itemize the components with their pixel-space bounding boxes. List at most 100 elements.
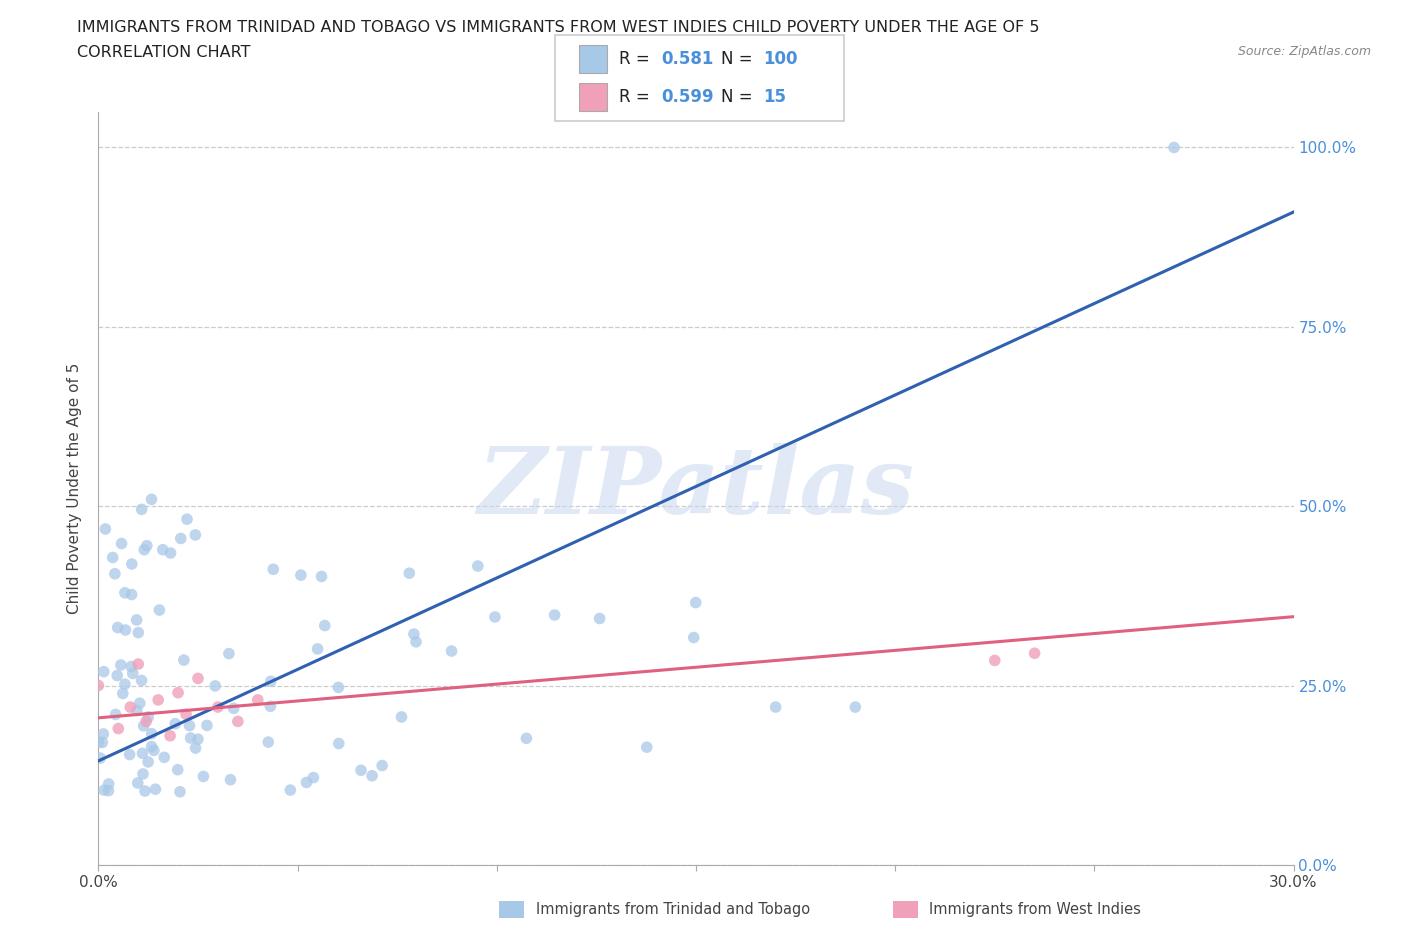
Point <box>134 542 156 557</box>
Point <box>180 731 202 746</box>
Point <box>141 492 163 507</box>
Point <box>132 766 155 781</box>
Point <box>135 538 157 553</box>
Point <box>145 782 167 797</box>
Text: 0.581: 0.581 <box>661 50 713 68</box>
Point <box>132 719 155 734</box>
Text: N =: N = <box>721 88 752 106</box>
Point <box>314 618 336 633</box>
Text: Source: ZipAtlas.com: Source: ZipAtlas.com <box>1237 45 1371 58</box>
Point <box>440 644 463 658</box>
Point <box>174 707 197 722</box>
Text: R =: R = <box>619 50 650 68</box>
Text: 15: 15 <box>763 88 786 106</box>
Text: Immigrants from Trinidad and Tobago: Immigrants from Trinidad and Tobago <box>536 902 810 917</box>
Point <box>166 763 188 777</box>
Point <box>91 726 114 741</box>
Point <box>118 747 141 762</box>
Point <box>107 620 129 635</box>
Point <box>153 750 176 764</box>
Point <box>114 622 136 637</box>
Point <box>184 740 207 755</box>
Point <box>290 567 312 582</box>
Text: Immigrants from West Indies: Immigrants from West Indies <box>929 902 1142 917</box>
Text: 0.599: 0.599 <box>661 88 713 106</box>
Point <box>1163 140 1185 155</box>
Point <box>134 784 156 799</box>
Point <box>111 686 134 701</box>
Point <box>226 714 249 729</box>
Point <box>195 718 218 733</box>
Point <box>131 502 153 517</box>
Point <box>121 556 143 571</box>
Point <box>110 658 132 672</box>
Point <box>114 585 136 600</box>
Text: IMMIGRANTS FROM TRINIDAD AND TOBAGO VS IMMIGRANTS FROM WEST INDIES CHILD POVERTY: IMMIGRANTS FROM TRINIDAD AND TOBAGO VS I… <box>77 20 1040 35</box>
Point <box>984 653 1007 668</box>
Point <box>588 611 610 626</box>
Point <box>219 772 242 787</box>
Text: CORRELATION CHART: CORRELATION CHART <box>77 45 250 60</box>
Point <box>97 777 120 791</box>
Point <box>302 770 325 785</box>
Text: 100: 100 <box>763 50 799 68</box>
Point <box>257 735 280 750</box>
Text: ZIPatlas: ZIPatlas <box>478 444 914 533</box>
Point <box>280 783 302 798</box>
Point <box>179 718 201 733</box>
Point <box>120 699 142 714</box>
Point <box>170 531 193 546</box>
Point <box>391 710 413 724</box>
Point <box>159 546 181 561</box>
Point <box>128 696 150 711</box>
Point <box>246 693 269 708</box>
Point <box>135 714 157 729</box>
Point <box>515 731 537 746</box>
Point <box>114 677 136 692</box>
Point <box>167 685 190 700</box>
Point <box>93 664 115 679</box>
Point <box>127 625 149 640</box>
Point <box>467 559 489 574</box>
Point <box>187 732 209 747</box>
Point <box>105 668 128 683</box>
Text: N =: N = <box>721 50 752 68</box>
Point <box>636 739 658 754</box>
Point <box>127 657 149 671</box>
Point <box>543 607 565 622</box>
Point <box>125 703 148 718</box>
Point <box>142 743 165 758</box>
Point <box>184 527 207 542</box>
Point <box>136 710 159 724</box>
Point <box>94 522 117 537</box>
Point <box>91 735 114 750</box>
Point <box>262 562 284 577</box>
Point <box>141 739 163 754</box>
Point <box>104 566 127 581</box>
Point <box>682 631 704 645</box>
Point <box>222 701 245 716</box>
Point <box>127 776 149 790</box>
Point <box>131 746 153 761</box>
Point <box>141 726 163 741</box>
Point <box>176 512 198 526</box>
Point <box>844 699 866 714</box>
Point <box>121 666 143 681</box>
Point <box>136 754 159 769</box>
Point <box>173 653 195 668</box>
Y-axis label: Child Poverty Under the Age of 5: Child Poverty Under the Age of 5 <box>67 363 83 614</box>
Point <box>187 671 209 685</box>
Point <box>1024 645 1046 660</box>
Point <box>148 693 170 708</box>
Point <box>110 536 132 551</box>
Point <box>107 721 129 736</box>
Point <box>259 698 281 713</box>
Point <box>121 587 143 602</box>
Point <box>159 728 181 743</box>
Point <box>311 569 333 584</box>
Point <box>260 674 283 689</box>
Point <box>207 699 229 714</box>
Point <box>87 735 110 750</box>
Point <box>405 634 427 649</box>
Point <box>104 707 127 722</box>
